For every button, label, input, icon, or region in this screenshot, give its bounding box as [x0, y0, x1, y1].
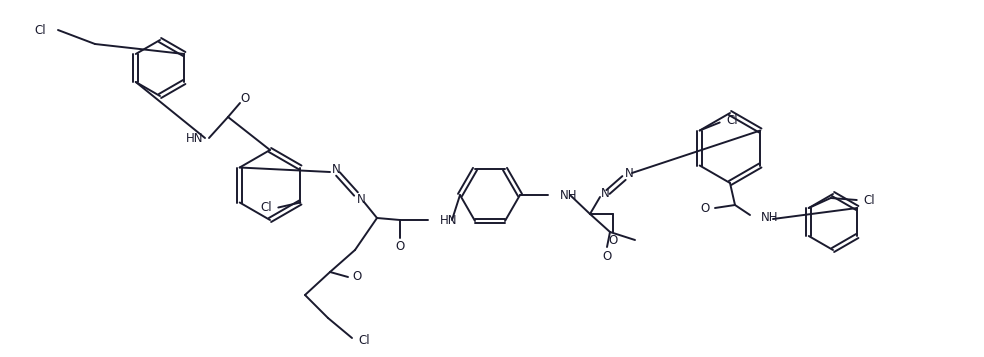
Text: NH: NH — [761, 211, 778, 223]
Text: HN: HN — [440, 213, 458, 226]
Text: O: O — [608, 235, 618, 247]
Text: O: O — [240, 91, 250, 105]
Text: Cl: Cl — [34, 24, 46, 36]
Text: HN: HN — [186, 131, 204, 145]
Text: Cl: Cl — [358, 335, 370, 347]
Text: N: N — [332, 162, 340, 176]
Text: Cl: Cl — [261, 201, 273, 214]
Text: O: O — [701, 201, 709, 215]
Text: N: N — [600, 186, 609, 200]
Text: N: N — [625, 166, 634, 180]
Text: O: O — [602, 250, 612, 262]
Text: N: N — [356, 192, 365, 206]
Text: Cl: Cl — [726, 114, 737, 127]
Text: O: O — [352, 271, 362, 283]
Text: O: O — [396, 241, 404, 253]
Text: NH: NH — [560, 188, 578, 201]
Text: Cl: Cl — [863, 193, 875, 206]
